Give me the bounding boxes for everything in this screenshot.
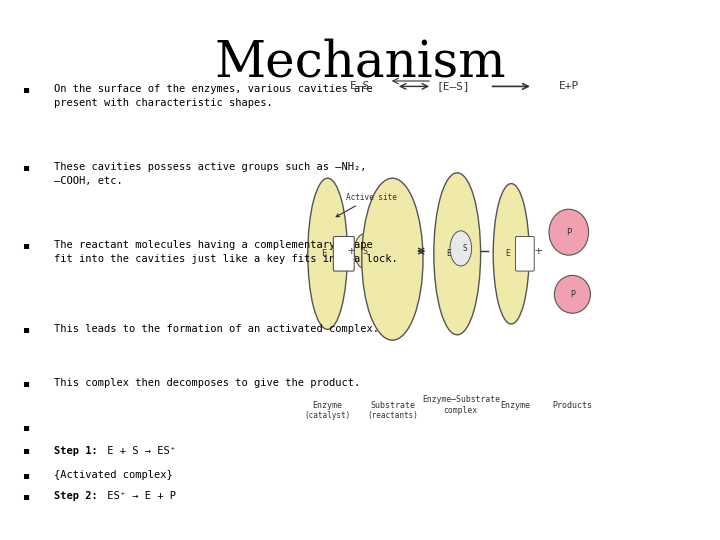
Ellipse shape: [554, 275, 590, 313]
Text: Enzyme: Enzyme: [312, 401, 343, 409]
Text: The reactant molecules having a complementary shape
fit into the cavities just l: The reactant molecules having a compleme…: [54, 240, 397, 264]
Text: E+P: E+P: [559, 82, 579, 91]
FancyBboxPatch shape: [516, 237, 534, 271]
Text: (reactants): (reactants): [367, 411, 418, 420]
Text: P: P: [566, 228, 572, 237]
Text: ES⁺ → E + P: ES⁺ → E + P: [101, 491, 176, 502]
Text: complex: complex: [444, 406, 478, 415]
Text: E: E: [446, 249, 451, 258]
Text: S: S: [462, 244, 467, 253]
Text: (catalyst): (catalyst): [305, 411, 351, 420]
Ellipse shape: [549, 210, 589, 255]
Text: Step 1:: Step 1:: [54, 446, 98, 456]
Ellipse shape: [362, 178, 423, 340]
Text: Active site: Active site: [336, 193, 397, 217]
Text: ▪: ▪: [22, 422, 29, 431]
Text: +: +: [348, 245, 355, 258]
Text: E–S: E–S: [350, 82, 370, 91]
Text: Enzyme: Enzyme: [500, 401, 530, 409]
FancyBboxPatch shape: [333, 237, 354, 271]
Text: P: P: [570, 290, 575, 299]
Text: ▪: ▪: [22, 446, 29, 456]
Text: This complex then decomposes to give the product.: This complex then decomposes to give the…: [54, 378, 360, 388]
Text: E: E: [505, 249, 510, 258]
Text: ▪: ▪: [22, 162, 29, 172]
Text: ▪: ▪: [22, 470, 29, 480]
Text: ▪: ▪: [22, 240, 29, 251]
Ellipse shape: [433, 173, 481, 335]
Text: +: +: [535, 245, 542, 258]
Text: {Activated complex}: {Activated complex}: [54, 470, 173, 480]
Ellipse shape: [450, 231, 472, 266]
Text: ▪: ▪: [22, 378, 29, 388]
Ellipse shape: [493, 184, 529, 324]
Text: [E–S]: [E–S]: [437, 82, 470, 91]
Text: Step 2:: Step 2:: [54, 491, 98, 502]
Ellipse shape: [308, 178, 348, 329]
Text: Substrate: Substrate: [370, 401, 415, 409]
Text: ▪: ▪: [22, 84, 29, 94]
Text: E + S → ES⁺: E + S → ES⁺: [101, 446, 176, 456]
Text: ▪: ▪: [22, 491, 29, 502]
Text: These cavities possess active groups such as –NH₂,
–COOH, etc.: These cavities possess active groups suc…: [54, 162, 366, 186]
Ellipse shape: [354, 233, 376, 268]
Text: E: E: [321, 249, 327, 258]
Text: Enzyme–Substrate: Enzyme–Substrate: [422, 395, 500, 404]
Text: Mechanism: Mechanism: [214, 38, 506, 87]
Text: ▪: ▪: [22, 324, 29, 334]
Text: S: S: [363, 247, 367, 255]
Text: On the surface of the enzymes, various cavities are
present with characteristic : On the surface of the enzymes, various c…: [54, 84, 373, 107]
Text: Products: Products: [552, 401, 593, 409]
Text: This leads to the formation of an activated complex.: This leads to the formation of an activa…: [54, 324, 379, 334]
